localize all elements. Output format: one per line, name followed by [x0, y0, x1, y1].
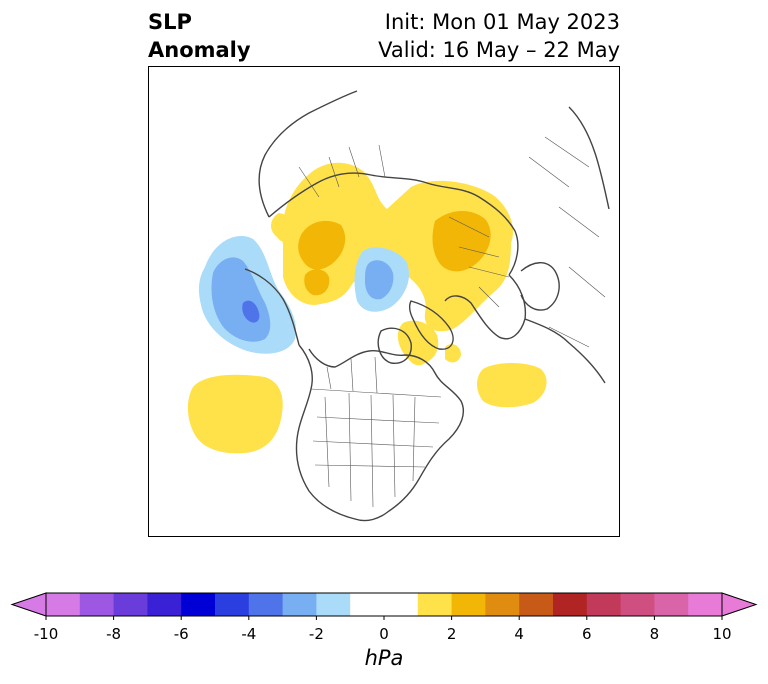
colorbar-tick-label: -4	[241, 625, 257, 643]
map-title: SLP Anomaly	[148, 8, 251, 64]
coastline-greenland	[408, 300, 454, 350]
anomaly-positive-north-atlantic	[477, 363, 547, 408]
coastlines	[244, 90, 610, 522]
anomaly-positive-north-pacific	[187, 374, 283, 454]
coastline-scandinavia	[520, 262, 560, 311]
colorbar-tick-label: 2	[446, 625, 457, 643]
colorbar-segment	[654, 593, 689, 616]
valid-date-range: Valid: 16 May – 22 May	[378, 38, 620, 62]
colorbar-segment	[113, 593, 148, 616]
border-us-states-1	[324, 392, 416, 508]
colorbar-tick-label: 0	[379, 625, 389, 643]
colorbar-segment	[350, 593, 385, 616]
anomaly-negative-alaska-core	[242, 300, 260, 323]
coastline-hudson-bay	[377, 327, 412, 364]
colorbar-tick-label: -2	[308, 625, 324, 643]
coastline-africa-edge	[568, 106, 610, 210]
colorbar-segment	[451, 593, 486, 616]
title-line-2: Anomaly	[148, 38, 251, 62]
colorbar-tick-label: -8	[106, 625, 122, 643]
colorbar-segment	[417, 593, 453, 616]
colorbar-segment	[147, 593, 182, 616]
colorbar-tick-label: 10	[712, 625, 732, 643]
colorbar-tick-label: 6	[582, 625, 592, 643]
colorbar-segment	[79, 593, 115, 616]
anomaly-positive-kara-core	[432, 210, 491, 272]
coastline-middle-east	[524, 318, 606, 384]
positive-anomaly-fills	[187, 162, 547, 454]
colorbar-extend-min	[10, 592, 47, 617]
colorbar-segment	[586, 593, 622, 616]
colorbar-segment	[688, 593, 723, 616]
colorbar-segment	[553, 593, 588, 616]
map-panel	[148, 66, 620, 537]
coastline-siberia	[268, 172, 519, 276]
colorbar-tick-label: 8	[649, 625, 660, 643]
colorbar-segment	[384, 593, 419, 616]
anomaly-positive-hudson-small	[445, 344, 461, 363]
colorbar-segment	[620, 593, 655, 616]
colorbar-segment	[282, 593, 317, 616]
anomaly-positive-chukotka-core	[298, 220, 346, 270]
coastline-alaska	[244, 268, 300, 346]
init-date: Init: Mon 01 May 2023	[384, 10, 620, 34]
anomaly-positive-chukotka-core2	[304, 269, 330, 296]
colorbar-tick-label: 4	[514, 625, 524, 643]
anomaly-positive-west	[271, 213, 297, 243]
anomaly-positive-siberia	[282, 162, 513, 332]
colorbar-tick-label: -10	[33, 625, 59, 643]
colorbar-extend-max	[721, 592, 758, 617]
map-svg	[187, 90, 610, 522]
colorbar-unit-label: hPa	[364, 646, 404, 670]
country-borders	[298, 136, 606, 508]
colorbar-segment	[248, 593, 284, 616]
anomaly-positive-hudson	[397, 320, 439, 366]
negative-anomaly-fills	[198, 236, 410, 354]
colorbar-segment	[519, 593, 554, 616]
colorbar-segment	[181, 593, 216, 616]
border-russia-asia	[298, 144, 386, 198]
border-middle-east	[528, 136, 606, 348]
anomaly-negative-beaufort-core	[365, 260, 394, 300]
coastline-east-asia	[258, 90, 358, 218]
colorbar	[10, 592, 758, 620]
border-us-states-2	[312, 416, 440, 468]
colorbar-segment	[485, 593, 520, 616]
border-canada-provinces	[326, 356, 378, 394]
coastline-europe	[444, 274, 527, 340]
colorbar-segment	[46, 593, 81, 616]
colorbar-segment	[215, 593, 250, 616]
valid-period: Init: Mon 01 May 2023 Valid: 16 May – 22…	[378, 8, 620, 64]
colorbar-segment	[316, 593, 351, 616]
border-europe	[448, 216, 510, 308]
border-us-canada	[310, 388, 442, 398]
coastline-north-america	[295, 344, 465, 522]
colorbar-tick-label: -6	[173, 625, 189, 643]
title-line-1: SLP	[148, 10, 192, 34]
